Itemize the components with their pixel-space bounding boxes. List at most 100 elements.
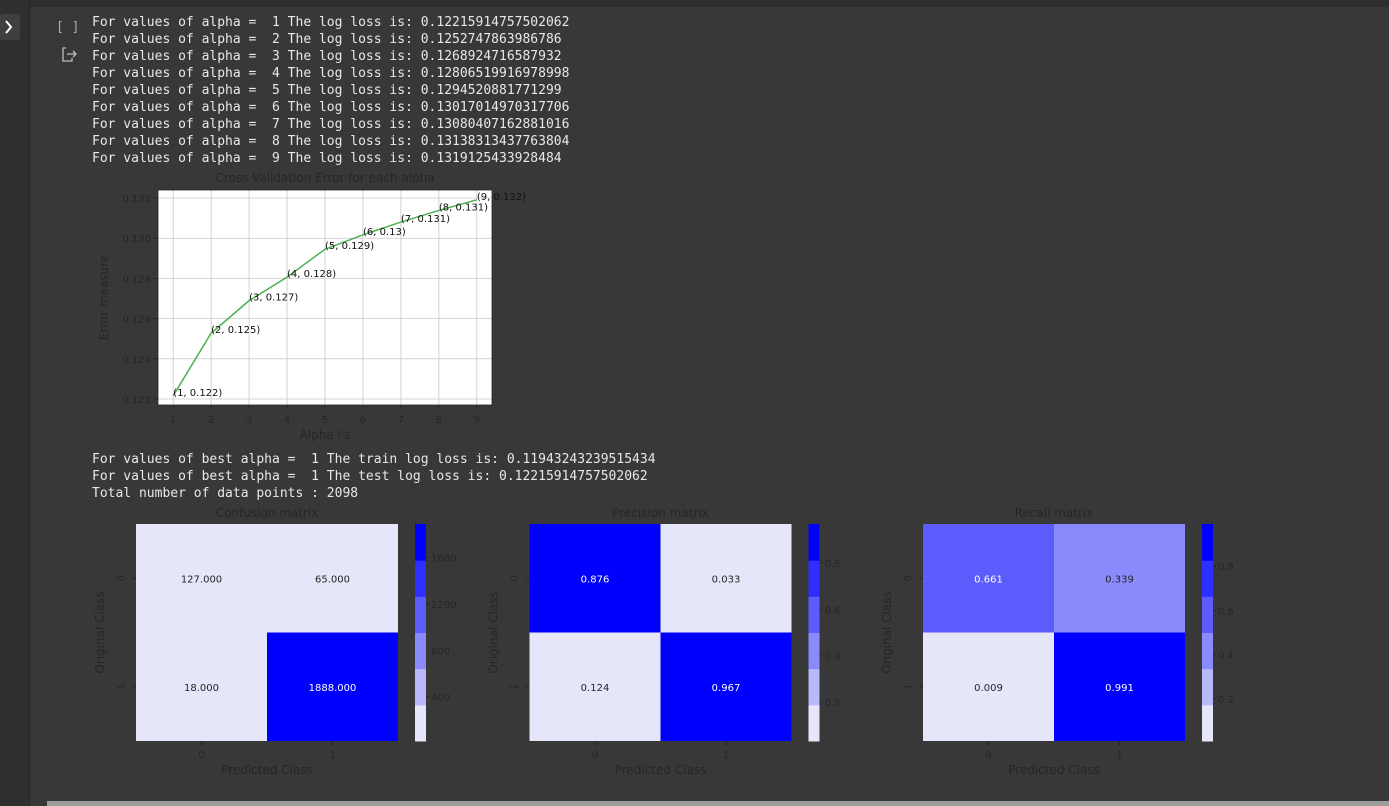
x-tick-label: 6 bbox=[360, 415, 366, 426]
output-line: For values of best alpha = 1 The test lo… bbox=[92, 469, 648, 484]
x-tick-label: 0 bbox=[985, 750, 991, 761]
output-line: For values of best alpha = 1 The train l… bbox=[92, 452, 656, 467]
heatmap-cell bbox=[923, 632, 1054, 741]
output-line: For values of alpha = 7 The log loss is:… bbox=[92, 117, 569, 132]
colorbar-band bbox=[415, 596, 426, 633]
y-tick-label: 0.126 bbox=[122, 315, 151, 326]
heatmap-cell bbox=[1054, 524, 1185, 633]
colorbar-band bbox=[1202, 704, 1213, 742]
output-line: For values of alpha = 5 The log loss is:… bbox=[92, 83, 562, 98]
line-series bbox=[172, 199, 478, 397]
heatmap-cell bbox=[529, 524, 661, 633]
y-tick-label: 1 bbox=[510, 684, 521, 690]
output-line: For values of alpha = 1 The log loss is:… bbox=[92, 15, 569, 30]
chart-title: Cross Validation Error for each alpha bbox=[215, 171, 434, 185]
colorbar-tick-label: 0.4 bbox=[825, 652, 841, 663]
cell-label: 18.000 bbox=[184, 683, 219, 694]
heatmap-cell bbox=[267, 632, 398, 741]
x-tick-label: 0 bbox=[198, 750, 204, 761]
data-label: (1, 0.122) bbox=[173, 388, 222, 399]
colorbar-band bbox=[415, 560, 426, 597]
colorbar-tick-label: 1600 bbox=[431, 553, 456, 564]
colorbar-band bbox=[1202, 632, 1213, 670]
cell-label: 0.967 bbox=[712, 683, 741, 694]
data-label: (5, 0.129) bbox=[325, 241, 374, 252]
output-line: For values of alpha = 6 The log loss is:… bbox=[92, 100, 569, 115]
colorbar-band bbox=[1202, 668, 1213, 706]
colorbar-band bbox=[415, 668, 426, 706]
chart-title: Precision matrix bbox=[612, 506, 708, 520]
y-tick-label: 0.132 bbox=[122, 194, 151, 205]
cell-label: 0.661 bbox=[974, 574, 1003, 585]
colorbar-band bbox=[415, 632, 426, 670]
x-tick-label: 1 bbox=[723, 750, 729, 761]
colorbar-band bbox=[1202, 524, 1213, 561]
colorbar-band bbox=[1202, 560, 1213, 597]
y-tick-label: 0.124 bbox=[122, 355, 151, 366]
cell-label: 0.991 bbox=[1105, 683, 1134, 694]
cell-label: 0.124 bbox=[581, 683, 610, 694]
cell-label: 0.033 bbox=[712, 574, 741, 585]
data-label: (9, 0.132) bbox=[477, 192, 526, 203]
run-cell-button[interactable]: [ ] bbox=[56, 20, 79, 35]
colorbar-tick-label: 400 bbox=[431, 693, 450, 704]
colorbar-band bbox=[808, 560, 820, 597]
cell-label: 0.339 bbox=[1105, 574, 1134, 585]
y-tick-label: 0.122 bbox=[122, 395, 151, 406]
chart-title: Recall matrix bbox=[1015, 506, 1094, 520]
colorbar-band bbox=[808, 632, 820, 670]
colorbar-band bbox=[1202, 596, 1213, 633]
x-axis-label: Alpha i's bbox=[300, 428, 351, 442]
output-icon bbox=[62, 47, 77, 62]
colorbar-band bbox=[808, 524, 820, 561]
data-label: (6, 0.13) bbox=[363, 227, 406, 238]
colorbar-band bbox=[808, 596, 820, 633]
cell-label: 0.009 bbox=[974, 683, 1003, 694]
output-line: For values of alpha = 2 The log loss is:… bbox=[92, 32, 562, 47]
colorbar-tick-label: 0.6 bbox=[825, 605, 841, 616]
x-tick-label: 4 bbox=[284, 415, 290, 426]
output-line: For values of alpha = 9 The log loss is:… bbox=[92, 151, 562, 166]
colorbar-band bbox=[415, 704, 426, 742]
x-tick-label: 0 bbox=[592, 750, 598, 761]
top-bar bbox=[0, 0, 1389, 7]
heatmap-cell bbox=[136, 524, 267, 633]
data-label: (3, 0.127) bbox=[249, 293, 298, 304]
chart-title: Confusion matrix bbox=[216, 506, 319, 520]
data-label: (7, 0.131) bbox=[401, 214, 450, 225]
colorbar-tick-label: 0.4 bbox=[1218, 651, 1234, 662]
colorbar-band bbox=[808, 704, 820, 742]
x-tick-label: 5 bbox=[322, 415, 328, 426]
x-tick-label: 1 bbox=[170, 415, 176, 426]
colorbar-tick-label: 0.2 bbox=[1218, 695, 1234, 706]
y-tick-label: 0.130 bbox=[122, 234, 151, 245]
x-tick-label: 1 bbox=[329, 750, 335, 761]
x-tick-label: 8 bbox=[436, 415, 442, 426]
y-axis-label: Error measure bbox=[97, 255, 111, 340]
y-axis-label: Original Class bbox=[880, 591, 894, 673]
y-tick-label: 0 bbox=[903, 575, 914, 581]
cell-label: 65.000 bbox=[315, 574, 350, 585]
output-icon-box bbox=[62, 47, 73, 62]
cell-label: 0.876 bbox=[581, 574, 610, 585]
output-line: For values of alpha = 4 The log loss is:… bbox=[92, 66, 569, 81]
y-tick-label: 0.128 bbox=[122, 274, 151, 285]
x-axis-label: Predicted Class bbox=[221, 763, 313, 777]
colorbar-tick-label: 1200 bbox=[431, 600, 456, 611]
sidebar bbox=[0, 0, 29, 806]
y-tick-label: 0 bbox=[510, 575, 521, 581]
horizontal-scrollbar[interactable] bbox=[47, 801, 1389, 806]
x-tick-label: 3 bbox=[246, 415, 252, 426]
colorbar-band bbox=[808, 668, 820, 706]
output-line: For values of alpha = 8 The log loss is:… bbox=[92, 134, 570, 149]
x-tick-label: 9 bbox=[474, 415, 480, 426]
x-tick-label: 2 bbox=[208, 415, 214, 426]
sidebar-toggle-icon bbox=[5, 20, 13, 34]
x-tick-label: 1 bbox=[1116, 750, 1122, 761]
y-tick-label: 1 bbox=[903, 684, 914, 690]
colorbar-tick-label: 0.8 bbox=[1218, 562, 1234, 573]
y-axis-label: Original Class bbox=[93, 591, 107, 673]
